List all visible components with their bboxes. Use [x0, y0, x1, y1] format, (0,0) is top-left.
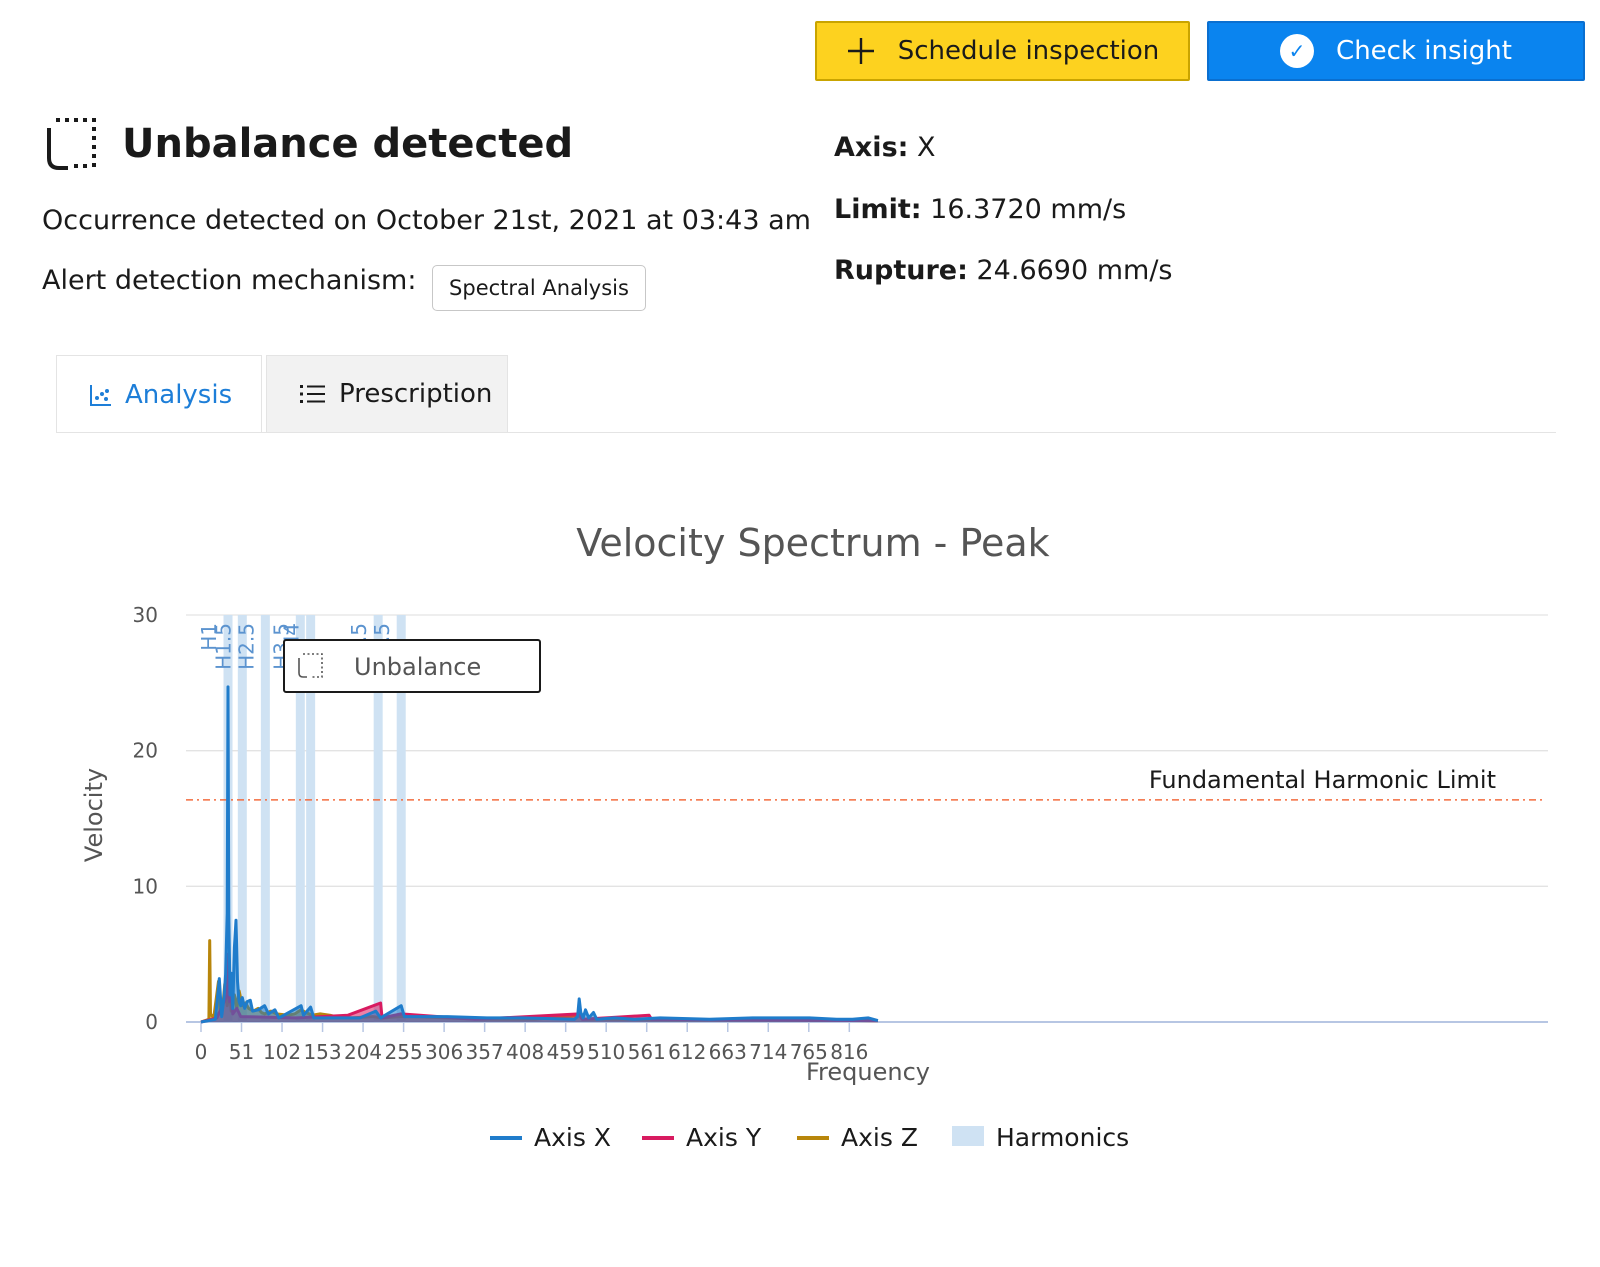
x-tick-label: 510 — [587, 1040, 625, 1064]
mechanism-badge: Spectral Analysis — [432, 265, 646, 311]
x-tick-label: 357 — [466, 1040, 504, 1064]
y-axis-label: Velocity — [80, 768, 108, 862]
mechanism-label: Alert detection mechanism: — [42, 265, 417, 296]
annotation-box — [283, 639, 541, 693]
x-tick-label: 612 — [668, 1040, 706, 1064]
limit-line-label: Fundamental Harmonic Limit — [1149, 766, 1496, 794]
x-tick-label: 153 — [303, 1040, 341, 1064]
limit-label: Limit: — [834, 194, 922, 225]
x-tick-label: 51 — [229, 1040, 254, 1064]
legend-label: Axis Y — [686, 1123, 762, 1152]
x-axis-label: Frequency — [806, 1058, 930, 1086]
rupture-value: 24.6690 mm/s — [976, 255, 1173, 286]
unbalance-icon — [46, 116, 102, 176]
axis-label: Axis: — [834, 132, 909, 163]
harmonic-band — [295, 615, 305, 1022]
tab-prescription-label: Prescription — [339, 379, 493, 409]
x-tick-label: 306 — [425, 1040, 463, 1064]
x-tick-label: 816 — [830, 1040, 868, 1064]
axis-value: X — [917, 132, 936, 163]
harmonic-band — [373, 615, 383, 1022]
scatter-chart-icon — [89, 383, 113, 407]
list-icon — [299, 382, 327, 406]
harmonic-band — [260, 615, 270, 1022]
check-insight-button[interactable]: ✓ Check insight — [1207, 21, 1585, 81]
tab-analysis-label: Analysis — [125, 379, 233, 410]
harmonic-band — [237, 615, 247, 1022]
x-tick-label: 255 — [385, 1040, 423, 1064]
legend-label: Harmonics — [996, 1123, 1129, 1152]
legend-swatch — [952, 1126, 984, 1146]
occurrence-text: Occurrence detected on October 21st, 202… — [42, 205, 811, 236]
harmonic-label: H2.5 — [234, 623, 258, 670]
harmonic-band — [306, 615, 316, 1022]
plus-icon — [846, 36, 876, 66]
y-tick-label: 0 — [145, 1010, 158, 1034]
axis-row: Axis: X — [834, 132, 936, 163]
schedule-inspection-button[interactable]: Schedule inspection — [815, 21, 1190, 81]
series-line-axis-x — [200, 685, 879, 1024]
harmonic-band — [396, 615, 406, 1022]
check-circle-icon: ✓ — [1280, 34, 1315, 68]
harmonic-label: H1.5 — [211, 623, 235, 670]
chart-title: Velocity Spectrum - Peak — [576, 521, 1049, 565]
x-tick-label: 663 — [709, 1040, 747, 1064]
schedule-inspection-label: Schedule inspection — [897, 36, 1160, 66]
x-tick-label: 561 — [628, 1040, 666, 1064]
limit-row: Limit: 16.3720 mm/s — [834, 194, 1126, 225]
y-tick-label: 10 — [133, 874, 158, 898]
annotation-label: Unbalance — [354, 653, 481, 681]
x-tick-label: 0 — [195, 1040, 208, 1064]
page-title: Unbalance detected — [122, 121, 574, 167]
limit-value: 16.3720 mm/s — [930, 194, 1127, 225]
rupture-row: Rupture: 24.6690 mm/s — [834, 255, 1173, 286]
y-tick-label: 30 — [133, 603, 158, 627]
x-tick-label: 714 — [749, 1040, 787, 1064]
harmonic-label: H1 — [197, 623, 221, 651]
rupture-label: Rupture: — [834, 255, 968, 286]
tab-prescription[interactable]: Prescription — [266, 355, 508, 433]
check-insight-label: Check insight — [1336, 36, 1512, 66]
x-tick-label: 459 — [547, 1040, 585, 1064]
tab-analysis[interactable]: Analysis — [56, 355, 262, 433]
x-tick-label: 765 — [790, 1040, 828, 1064]
x-tick-label: 204 — [344, 1040, 382, 1064]
x-tick-label: 102 — [263, 1040, 301, 1064]
unbalance-icon — [298, 653, 323, 678]
legend-label: Axis Z — [841, 1123, 918, 1152]
x-tick-label: 408 — [506, 1040, 544, 1064]
y-tick-label: 20 — [133, 739, 158, 763]
tabs-divider — [56, 432, 1556, 433]
legend-label: Axis X — [534, 1123, 611, 1152]
